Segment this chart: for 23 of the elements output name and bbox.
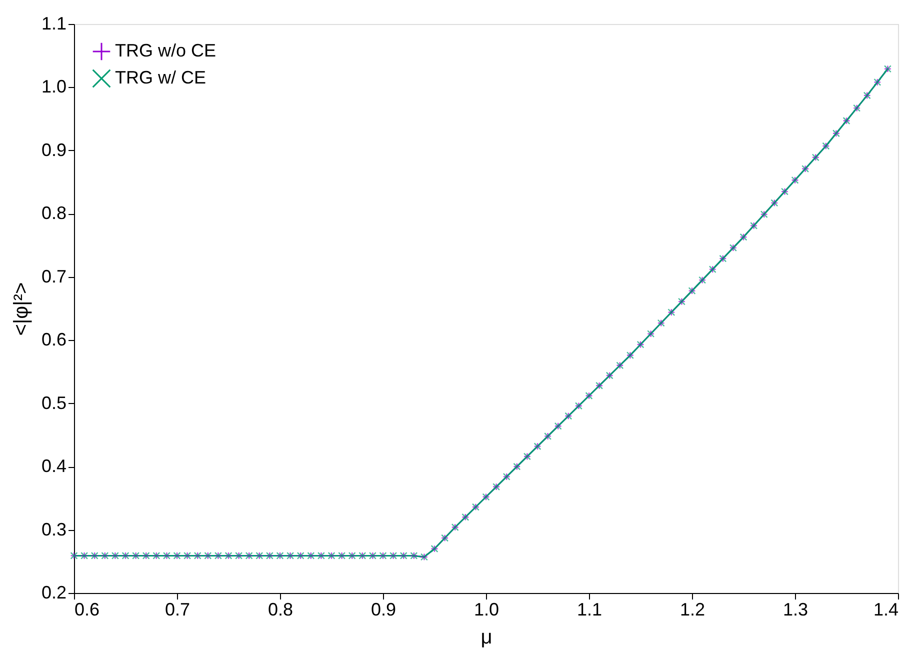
x-tick-label: 1.3 [782, 600, 808, 620]
x-tick-label: 1.2 [680, 600, 706, 620]
y-tick-label: 0.7 [41, 266, 66, 286]
y-tick-label: 0.2 [41, 582, 66, 602]
legend-label: TRG w/ CE [115, 68, 206, 88]
x-tick-label: 0.6 [74, 600, 100, 620]
x-tick-label: 1.0 [474, 600, 500, 620]
y-tick-label: 1.0 [41, 76, 66, 97]
x-axis-title: μ [480, 626, 492, 648]
y-tick-label: 0.3 [41, 519, 66, 540]
y-tick-label: 0.5 [41, 392, 66, 413]
y-tick-label: 0.9 [41, 140, 66, 160]
x-tick-label: 1.1 [576, 600, 602, 620]
y-tick-label: 0.8 [41, 203, 66, 224]
y-tick-label: 0.4 [41, 456, 66, 476]
x-tick-label: 0.9 [370, 600, 396, 620]
x-tick-label: 1.4 [873, 600, 898, 620]
x-tick-label: 0.8 [268, 600, 294, 620]
y-tick-label: 1.1 [41, 14, 66, 34]
x-tick-label: 0.7 [164, 600, 190, 620]
y-axis-title: <|φ|²> [10, 282, 32, 336]
y-tick-label: 0.6 [41, 330, 66, 350]
legend-label: TRG w/o CE [115, 40, 216, 60]
